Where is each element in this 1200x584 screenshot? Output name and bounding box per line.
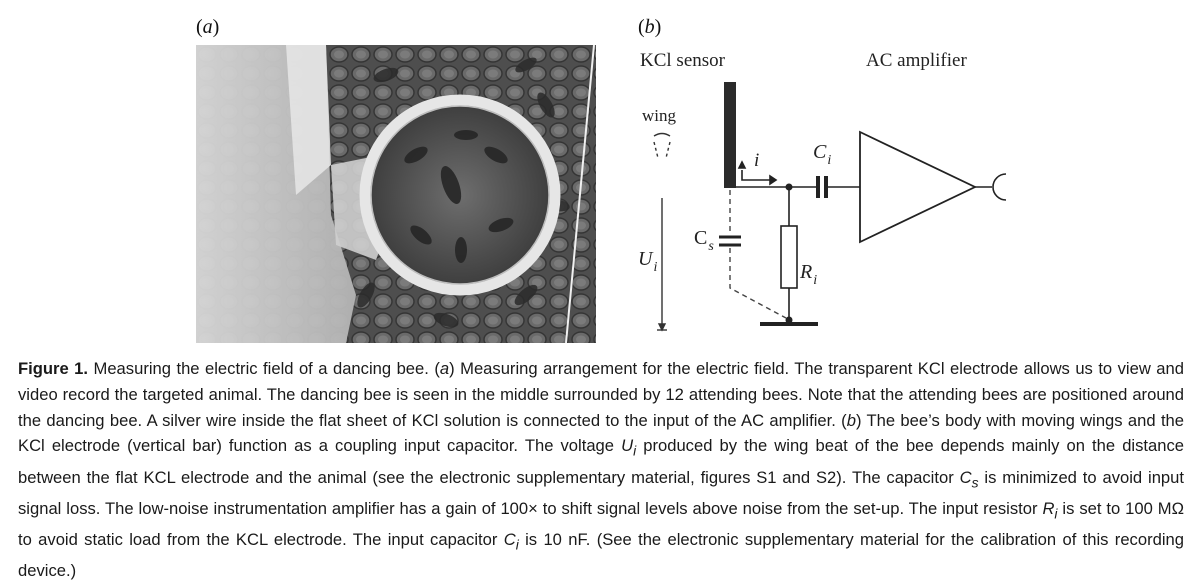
bee-photo-illustration [196, 45, 596, 343]
caption-text: ) Measuring arrangement for the electric… [18, 359, 1184, 430]
caption-ref-a: a [439, 359, 450, 378]
caption-lead: Figure 1. [18, 359, 89, 378]
caption-symbol-u-sub: i [633, 442, 637, 459]
panel-b-label: (b) [638, 16, 662, 38]
panel-b-letter: b [644, 16, 655, 38]
stray-capacitor [719, 235, 741, 247]
wing-label: wing [642, 106, 677, 125]
panel-a-letter: a [202, 16, 213, 38]
caption-symbol-ci: C [503, 529, 516, 549]
kcl-sensor-label: KCl sensor [640, 50, 726, 71]
caption-symbol-ci-sub: i [515, 536, 519, 553]
caption-text: is minimized to avoid input signal loss.… [18, 467, 1184, 518]
current-label: i [754, 150, 759, 171]
caption-text: ) The bee’s body with moving wings and t… [18, 410, 1185, 456]
caption-ref-b: b [846, 410, 856, 430]
caption-text: produced by the wing beat of the bee dep… [18, 436, 1184, 487]
voltage-label: Ui [638, 248, 657, 275]
input-capacitor-label: Ci [813, 141, 831, 168]
caption-symbol-u: U [621, 436, 634, 456]
wing-symbol [653, 132, 671, 159]
circuit-diagram: KCl sensor AC amplifier wing Ui i Ci Ri [638, 50, 1007, 332]
panel-a-label: (a) [196, 16, 220, 38]
caption-symbol-r-sub: i [1054, 504, 1058, 521]
caption-symbol-r: R [1042, 498, 1055, 518]
caption-symbol-cs-sub: s [971, 473, 979, 490]
stray-capacitor-label: Cs [694, 227, 714, 254]
input-capacitor [816, 176, 828, 198]
input-resistor [780, 225, 798, 289]
bee-photo [196, 45, 596, 343]
caption-text: is set to 100 MΩ to avoid static load fr… [18, 498, 1184, 549]
output-connector [992, 173, 1007, 201]
caption-text: Measuring the electric field of a dancin… [88, 359, 440, 378]
stray-wire-bottom [729, 248, 787, 319]
input-resistor-label: Ri [799, 261, 817, 288]
kcl-electrode [724, 82, 736, 188]
voltage-arrow [657, 198, 667, 332]
ground-node [785, 316, 793, 324]
ac-amplifier-label: AC amplifier [866, 50, 967, 71]
caption-symbol-cs: C [959, 467, 972, 487]
amplifier-symbol [859, 130, 978, 244]
current-arrow [737, 160, 778, 186]
figure-caption: Figure 1. Measuring the electric field o… [18, 356, 1184, 584]
